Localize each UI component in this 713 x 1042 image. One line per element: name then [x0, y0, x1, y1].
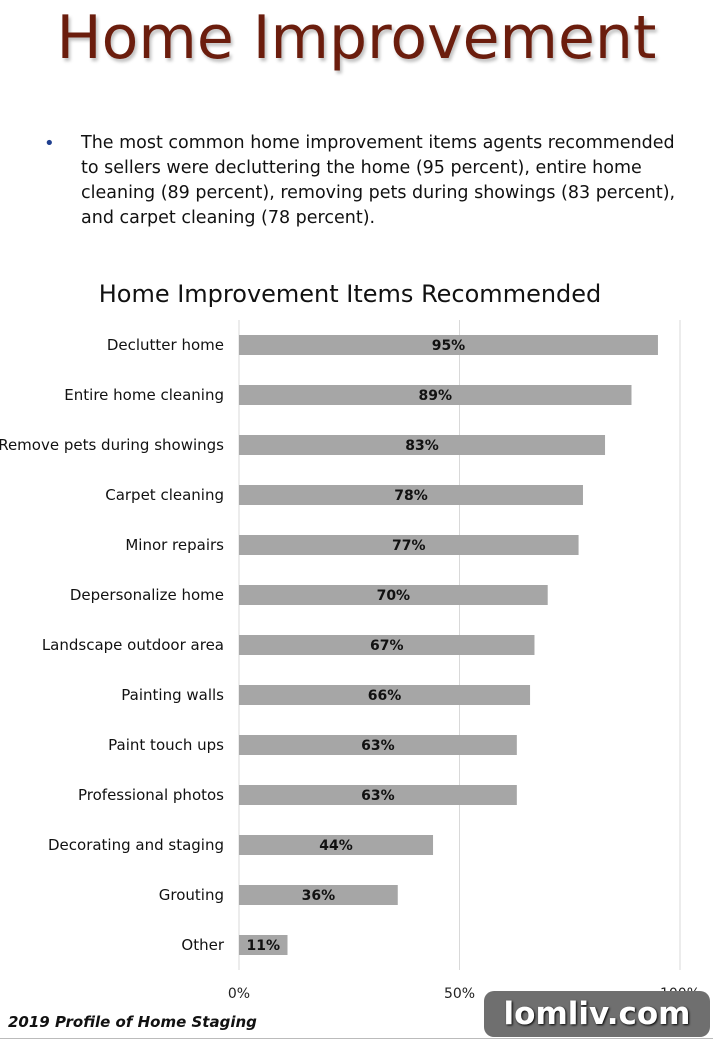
data-label: 67% — [370, 638, 404, 654]
x-tick-label: 50% — [444, 986, 475, 1002]
data-label: 11% — [246, 938, 280, 954]
category-label: Paint touch ups — [108, 736, 224, 754]
category-label: Professional photos — [78, 786, 224, 804]
bullet-dot-icon: • — [44, 133, 55, 154]
category-label: Entire home cleaning — [64, 386, 224, 404]
bar — [239, 735, 517, 755]
x-tick-label: 0% — [228, 986, 250, 1002]
data-label: 66% — [368, 688, 402, 704]
bar — [239, 485, 583, 505]
bar — [239, 585, 548, 605]
bar — [239, 635, 535, 655]
bar — [239, 885, 398, 905]
category-label: Remove pets during showings — [0, 436, 224, 454]
category-label: Decorating and staging — [48, 836, 224, 854]
data-label: 83% — [405, 438, 439, 454]
bar — [239, 535, 579, 555]
footer-source: 2019 Profile of Home Staging — [8, 1013, 257, 1031]
footer-divider — [0, 1038, 713, 1039]
data-label: 95% — [432, 338, 466, 354]
bar — [239, 385, 632, 405]
bar — [239, 335, 658, 355]
category-label: Painting walls — [121, 686, 224, 704]
category-label: Depersonalize home — [70, 586, 224, 604]
page-title: Home Improvement — [56, 3, 657, 73]
bar — [239, 435, 606, 455]
category-label: Other — [181, 936, 224, 954]
category-label: Declutter home — [107, 336, 224, 354]
category-label: Minor repairs — [125, 536, 224, 554]
data-label: 78% — [394, 488, 428, 504]
data-label: 63% — [361, 788, 395, 804]
bar — [239, 785, 517, 805]
data-label: 44% — [319, 838, 353, 854]
category-label: Grouting — [159, 886, 224, 904]
bar — [239, 935, 288, 955]
category-label: Landscape outdoor area — [42, 636, 224, 654]
category-label: Carpet cleaning — [105, 486, 224, 504]
data-label: 36% — [302, 888, 336, 904]
bar — [239, 835, 434, 855]
bullet-text: The most common home improvement items a… — [81, 133, 676, 228]
data-label: 89% — [418, 388, 452, 404]
watermark-logo: lomliv.com — [484, 991, 710, 1037]
data-label: 70% — [377, 588, 411, 604]
chart-title: Home Improvement Items Recommended — [98, 280, 602, 308]
data-label: 77% — [392, 538, 426, 554]
data-label: 63% — [361, 738, 395, 754]
bar — [239, 685, 531, 705]
